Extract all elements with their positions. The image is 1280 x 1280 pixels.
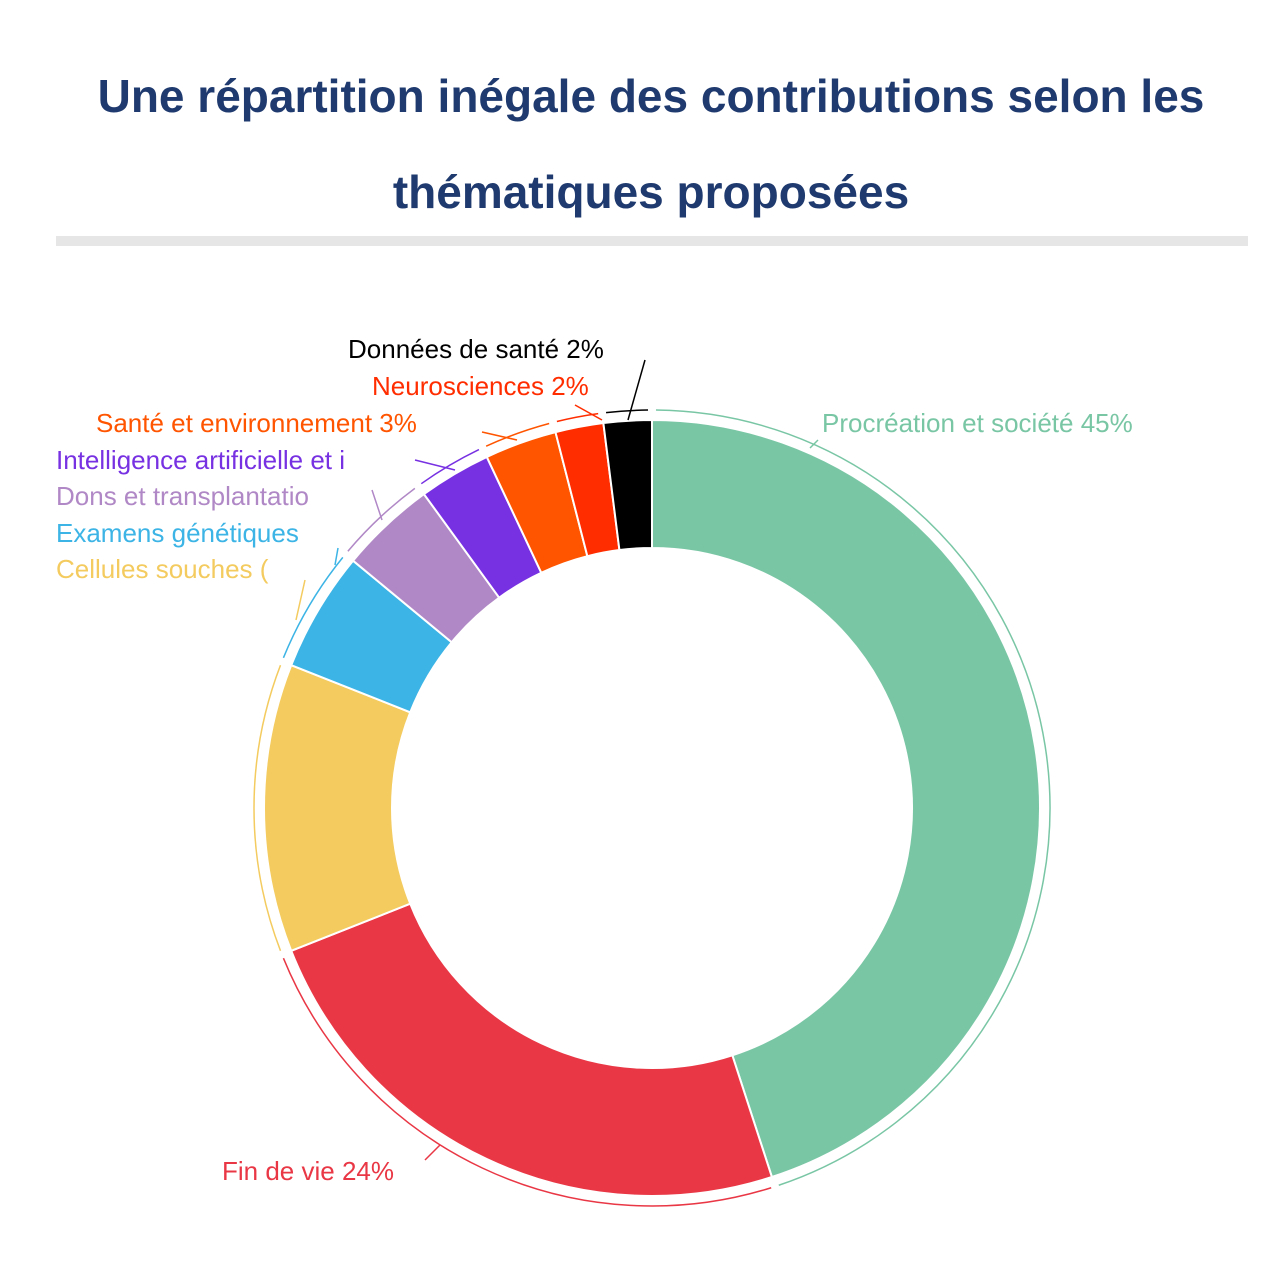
slice-label: Neurosciences 2% [372, 371, 589, 401]
donut-slice [602, 418, 653, 552]
donut-slices [263, 418, 1041, 1197]
slice-bracket [485, 422, 550, 447]
slice-label: Fin de vie 24% [222, 1156, 394, 1186]
slice-bracket [556, 412, 599, 423]
leader-line [414, 459, 456, 471]
leader-lines [253, 359, 1051, 1207]
slice-bracket [253, 664, 282, 952]
donut-slice [263, 663, 412, 953]
slice-label: Dons et transplantatio [56, 481, 309, 511]
slice-labels: Procréation et société 45% Fin de vie 24%… [56, 334, 1133, 1186]
slice-label: Santé et environnement 3% [96, 408, 417, 438]
slice-bracket [282, 957, 772, 1207]
leader-line [424, 1144, 441, 1161]
donut-slice [651, 418, 1041, 1179]
slice-bracket [282, 556, 344, 659]
leader-line [371, 489, 383, 521]
donut-slice [289, 902, 774, 1197]
slice-label: Cellules souches ( [56, 554, 269, 584]
slice-label: Examens génétiques [56, 518, 299, 548]
slice-label: Intelligence artificielle et i [56, 445, 345, 475]
leader-line [295, 579, 306, 621]
leader-line [809, 439, 819, 449]
leader-line [574, 404, 603, 421]
slice-label: Données de santé 2% [348, 334, 604, 364]
title-divider [56, 236, 1248, 246]
slice-bracket [347, 487, 416, 552]
leader-line [334, 547, 339, 566]
slice-label: Procréation et société 45% [822, 408, 1133, 438]
slice-bracket [605, 409, 649, 414]
leader-line [627, 359, 646, 421]
chart-title: Une répartition inégale des contribution… [97, 70, 1205, 218]
slice-bracket [655, 409, 1051, 1186]
slice-bracket [420, 448, 480, 485]
leader-line [481, 431, 518, 441]
